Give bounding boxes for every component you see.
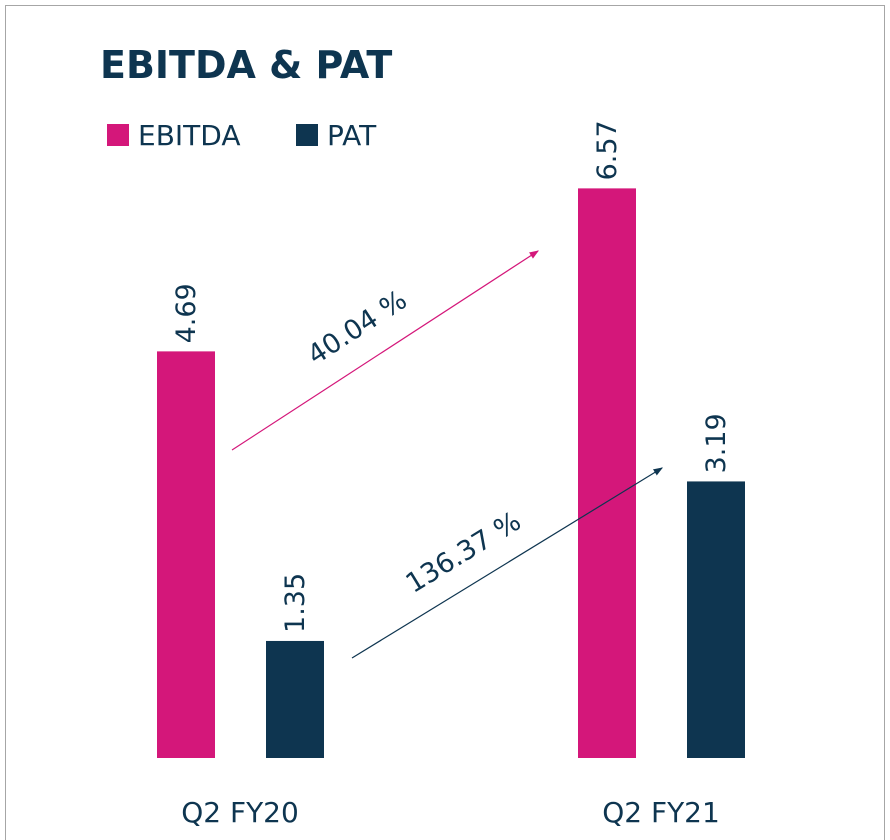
legend-label: PAT bbox=[327, 119, 377, 152]
bar bbox=[578, 188, 636, 759]
value-label: 6.57 bbox=[592, 120, 623, 180]
legend-label: EBITDA bbox=[138, 119, 240, 152]
value-label: 4.69 bbox=[171, 283, 202, 343]
legend-swatch bbox=[107, 124, 129, 146]
bar bbox=[157, 351, 215, 758]
value-label: 1.35 bbox=[280, 573, 311, 633]
frame bbox=[5, 5, 885, 840]
bar bbox=[687, 481, 745, 758]
bar bbox=[266, 640, 324, 758]
arrow bbox=[231, 250, 540, 451]
value-label: 3.19 bbox=[701, 413, 732, 473]
annotation: 136.37 % bbox=[401, 506, 527, 600]
arrow bbox=[351, 467, 664, 659]
annotation: 40.04 % bbox=[302, 284, 412, 371]
legend-swatch bbox=[296, 124, 318, 146]
x-tick-label: Q2 FY20 bbox=[181, 796, 299, 829]
x-tick-label: Q2 FY21 bbox=[602, 796, 720, 829]
chart-title: EBITDA & PAT bbox=[100, 43, 392, 87]
